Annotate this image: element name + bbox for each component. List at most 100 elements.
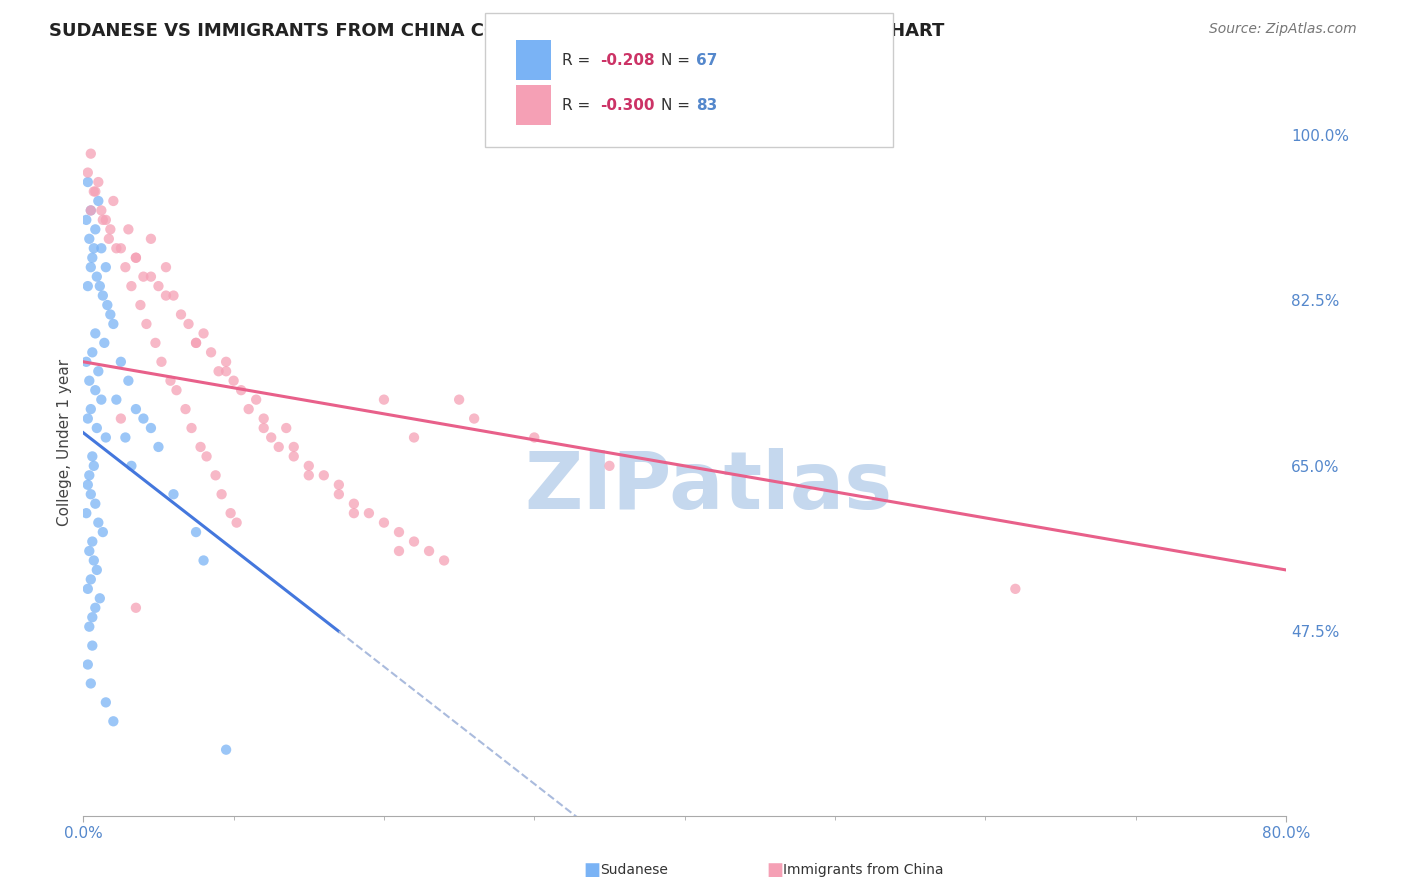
- Point: [83, 458, 105, 473]
- Point: [129, 298, 152, 312]
- Point: [357, 506, 380, 520]
- Point: [145, 335, 167, 350]
- Point: [80, 573, 103, 587]
- Point: [75, 355, 97, 369]
- Point: [148, 279, 170, 293]
- Point: [117, 222, 139, 236]
- Point: [159, 374, 181, 388]
- Text: Sudanese: Sudanese: [600, 863, 668, 877]
- Point: [82, 450, 104, 464]
- Point: [162, 288, 184, 302]
- Point: [215, 742, 238, 756]
- Point: [117, 374, 139, 388]
- Point: [79, 232, 101, 246]
- Point: [219, 506, 242, 520]
- Text: ZIPatlas: ZIPatlas: [524, 448, 893, 526]
- Point: [132, 411, 155, 425]
- Point: [184, 525, 207, 540]
- Y-axis label: College, Under 1 year: College, Under 1 year: [58, 359, 72, 525]
- Point: [162, 487, 184, 501]
- Point: [98, 308, 121, 322]
- Point: [193, 326, 215, 341]
- Point: [139, 232, 162, 246]
- Point: [94, 695, 117, 709]
- Point: [260, 430, 283, 444]
- Point: [433, 553, 456, 567]
- Point: [75, 213, 97, 227]
- Point: [82, 534, 104, 549]
- Point: [174, 402, 197, 417]
- Text: SUDANESE VS IMMIGRANTS FROM CHINA COLLEGE, UNDER 1 YEAR CORRELATION CHART: SUDANESE VS IMMIGRANTS FROM CHINA COLLEG…: [49, 22, 945, 40]
- Point: [90, 241, 112, 255]
- Point: [222, 374, 245, 388]
- Point: [80, 260, 103, 275]
- Point: [87, 194, 110, 208]
- Point: [84, 326, 107, 341]
- Point: [105, 241, 128, 255]
- Point: [211, 487, 233, 501]
- Point: [110, 355, 132, 369]
- Point: [90, 392, 112, 407]
- Point: [135, 317, 157, 331]
- Point: [231, 383, 253, 397]
- Point: [388, 525, 411, 540]
- Point: [180, 421, 202, 435]
- Point: [343, 497, 366, 511]
- Point: [312, 468, 335, 483]
- Point: [97, 232, 120, 246]
- Point: [283, 440, 305, 454]
- Point: [103, 317, 125, 331]
- Point: [225, 516, 247, 530]
- Point: [90, 203, 112, 218]
- Point: [75, 506, 97, 520]
- Point: [80, 402, 103, 417]
- Point: [114, 430, 136, 444]
- Point: [76, 582, 98, 596]
- Point: [463, 411, 485, 425]
- Point: [402, 534, 425, 549]
- Point: [96, 298, 118, 312]
- Point: [82, 639, 104, 653]
- Point: [103, 194, 125, 208]
- Point: [82, 345, 104, 359]
- Point: [177, 317, 200, 331]
- Point: [94, 430, 117, 444]
- Text: -0.300: -0.300: [600, 98, 655, 112]
- Text: N =: N =: [661, 98, 695, 112]
- Point: [83, 553, 105, 567]
- Point: [139, 269, 162, 284]
- Point: [184, 335, 207, 350]
- Point: [80, 146, 103, 161]
- Point: [94, 213, 117, 227]
- Point: [91, 288, 114, 302]
- Point: [388, 544, 411, 558]
- Text: R =: R =: [562, 54, 596, 68]
- Point: [83, 185, 105, 199]
- Point: [132, 269, 155, 284]
- Point: [76, 657, 98, 672]
- Point: [84, 222, 107, 236]
- Point: [84, 383, 107, 397]
- Text: Source: ZipAtlas.com: Source: ZipAtlas.com: [1209, 22, 1357, 37]
- Point: [86, 269, 108, 284]
- Point: [79, 468, 101, 483]
- Point: [76, 279, 98, 293]
- Point: [298, 468, 321, 483]
- Point: [298, 458, 321, 473]
- Point: [76, 477, 98, 491]
- Point: [184, 335, 207, 350]
- Point: [238, 402, 260, 417]
- Point: [155, 288, 177, 302]
- Point: [76, 411, 98, 425]
- Point: [80, 676, 103, 690]
- Point: [82, 610, 104, 624]
- Point: [253, 421, 276, 435]
- Point: [125, 402, 148, 417]
- Point: [523, 430, 546, 444]
- Text: R =: R =: [562, 98, 596, 112]
- Text: 83: 83: [696, 98, 717, 112]
- Point: [86, 421, 108, 435]
- Point: [83, 241, 105, 255]
- Text: -0.208: -0.208: [600, 54, 655, 68]
- Point: [207, 364, 229, 378]
